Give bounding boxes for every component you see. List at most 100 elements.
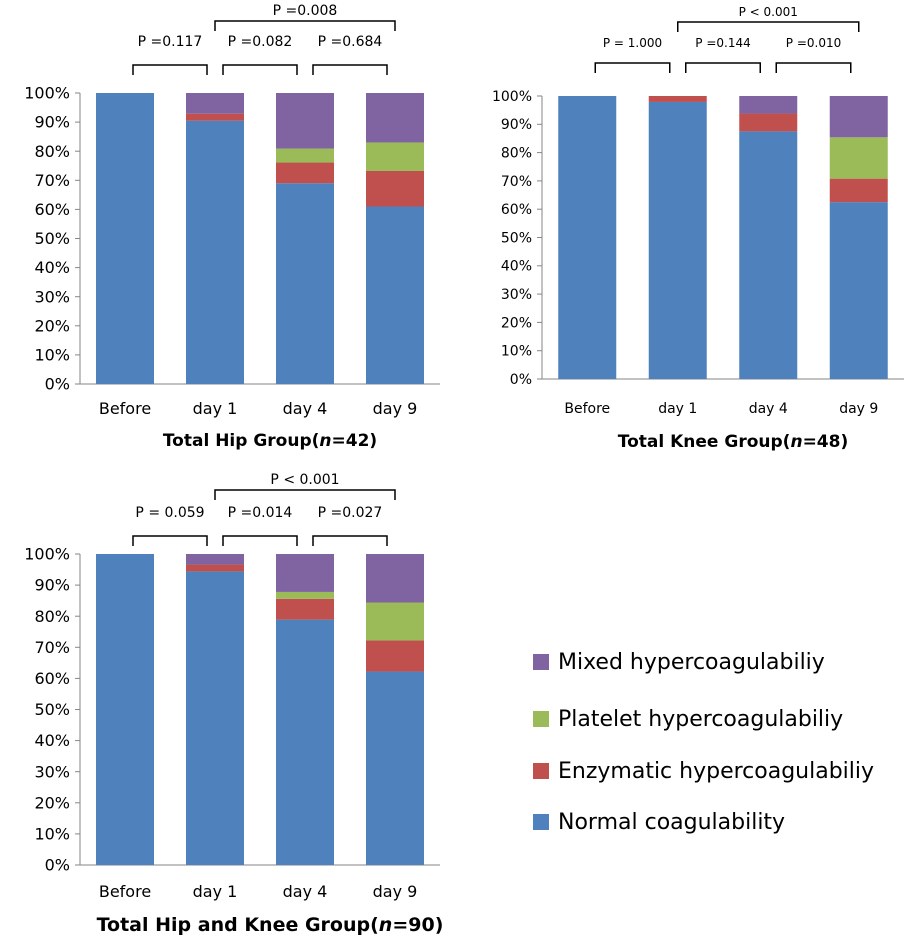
x-category-label: day 1: [658, 401, 697, 417]
y-tick-label: 0%: [45, 856, 70, 875]
y-tick-label: 60%: [34, 669, 70, 688]
y-tick-label: 40%: [34, 258, 70, 277]
bar-enzymatic-day-1: [648, 96, 707, 102]
bar-normal-before: [558, 96, 617, 379]
p-value-label: P = 1.000: [603, 36, 662, 50]
significance-bracket: [775, 62, 852, 73]
p-value-label: P =0.008: [273, 3, 338, 19]
y-tick-label: 70%: [34, 171, 70, 190]
x-category-label: day 9: [373, 399, 418, 418]
y-tick-label: 90%: [501, 117, 532, 133]
significance-bracket: [677, 21, 860, 32]
p-value-label: P =0.117: [138, 34, 203, 50]
y-tick-label: 60%: [501, 202, 532, 218]
y-tick-label: 60%: [34, 200, 70, 219]
legend-swatch-mixed: [533, 654, 549, 670]
significance-bracket: [222, 535, 298, 546]
chart-total-hip: 0% 10% 20% 30% 40% 50% 60% 70% 80% 90% 100% Before d…: [24, 3, 440, 451]
x-category-label: day 9: [839, 401, 878, 417]
y-tick-label: 20%: [501, 315, 532, 331]
x-category-label: day 1: [193, 882, 238, 901]
bar-enzymatic-day-9: [829, 178, 888, 203]
chart-title: Total Hip Group(n=42): [163, 431, 377, 451]
p-value-label: P =0.027: [318, 505, 383, 521]
bar-mixed-day-1: [186, 554, 244, 565]
y-tick-label: 10%: [34, 825, 70, 844]
y-tick-label: 50%: [34, 700, 70, 719]
bar-normal-day-1: [186, 571, 244, 865]
bar-normal-day-9: [829, 202, 888, 379]
bar-enzymatic-day-9: [366, 640, 424, 672]
bar-normal-day-9: [366, 671, 424, 865]
bar-normal-before: [96, 93, 154, 384]
x-category-label: Before: [564, 401, 610, 417]
y-tick-label: 10%: [501, 344, 532, 360]
y-tick-label: 90%: [34, 113, 70, 132]
p-value-label: P < 0.001: [739, 5, 798, 19]
y-tick-label: 80%: [501, 146, 532, 162]
bar-normal-day-1: [648, 101, 707, 380]
legend-label-normal: Normal coagulability: [558, 810, 785, 835]
y-tick-label: 100%: [24, 545, 70, 564]
y-tick-label: 0%: [510, 372, 532, 388]
bar-enzymatic-day-4: [276, 162, 334, 184]
p-value-label: P =0.014: [228, 505, 293, 521]
x-category-label: day 4: [749, 401, 788, 417]
significance-bracket: [214, 489, 396, 500]
x-category-label: day 9: [373, 882, 418, 901]
y-tick-label: 30%: [34, 287, 70, 306]
chart-total-hip-and-knee: 0% 10% 20% 30% 40% 50% 60% 70% 80% 90% 100% Before d…: [24, 472, 443, 936]
significance-bracket: [132, 535, 208, 546]
y-tick-label: 80%: [34, 142, 70, 161]
bar-enzymatic-day-9: [366, 170, 424, 207]
y-tick-label: 50%: [501, 230, 532, 246]
bar-mixed-day-9: [829, 96, 888, 138]
legend-label-mixed: Mixed hypercoagulabiliy: [558, 650, 825, 675]
y-tick-label: 100%: [24, 84, 70, 103]
x-category-label: Before: [99, 882, 151, 901]
bar-mixed-day-4: [276, 554, 334, 592]
chart-title: Total Hip and Knee Group(n=90): [97, 914, 444, 936]
y-tick-label: 70%: [34, 638, 70, 657]
bar-platelet-day-9: [366, 602, 424, 641]
y-tick-label: 40%: [34, 731, 70, 750]
bar-enzymatic-day-1: [186, 564, 244, 572]
y-tick-label: 20%: [34, 316, 70, 335]
y-tick-label: 70%: [501, 174, 532, 190]
bar-normal-day-9: [366, 206, 424, 384]
p-value-label: P < 0.001: [270, 472, 339, 488]
legend: Mixed hypercoagulabiliy Platelet hyperco…: [533, 650, 874, 835]
significance-bracket: [222, 64, 298, 75]
bar-mixed-day-9: [366, 554, 424, 603]
bar-mixed-day-4: [276, 93, 334, 149]
legend-label-platelet: Platelet hypercoagulabiliy: [558, 707, 843, 732]
y-tick-label: 30%: [34, 762, 70, 781]
bar-normal-day-1: [186, 120, 244, 385]
y-tick-label: 20%: [34, 793, 70, 812]
y-tick-label: 100%: [492, 89, 532, 105]
p-value-label: P =0.082: [228, 34, 293, 50]
legend-label-enzymatic: Enzymatic hypercoagulabiliy: [558, 759, 874, 784]
x-category-label: Before: [99, 399, 151, 418]
bar-platelet-day-4: [276, 148, 334, 163]
p-value-label: P = 0.059: [135, 505, 204, 521]
x-category-label: day 4: [283, 399, 328, 418]
bar-mixed-day-1: [186, 93, 244, 114]
x-category-label: day 1: [193, 399, 238, 418]
legend-swatch-enzymatic: [533, 763, 549, 779]
y-tick-label: 30%: [501, 287, 532, 303]
legend-swatch-normal: [533, 814, 549, 830]
x-category-label: day 4: [283, 882, 328, 901]
bar-enzymatic-day-4: [276, 598, 334, 620]
p-value-label: P =0.010: [786, 36, 841, 50]
significance-bracket: [312, 535, 388, 546]
y-tick-label: 0%: [45, 375, 70, 394]
bar-platelet-day-9: [829, 137, 888, 179]
bar-normal-day-4: [276, 183, 334, 384]
y-tick-label: 50%: [34, 229, 70, 248]
significance-bracket: [214, 20, 396, 31]
bar-normal-before: [96, 554, 154, 865]
p-value-label: P =0.144: [695, 36, 750, 50]
significance-bracket: [312, 64, 388, 75]
